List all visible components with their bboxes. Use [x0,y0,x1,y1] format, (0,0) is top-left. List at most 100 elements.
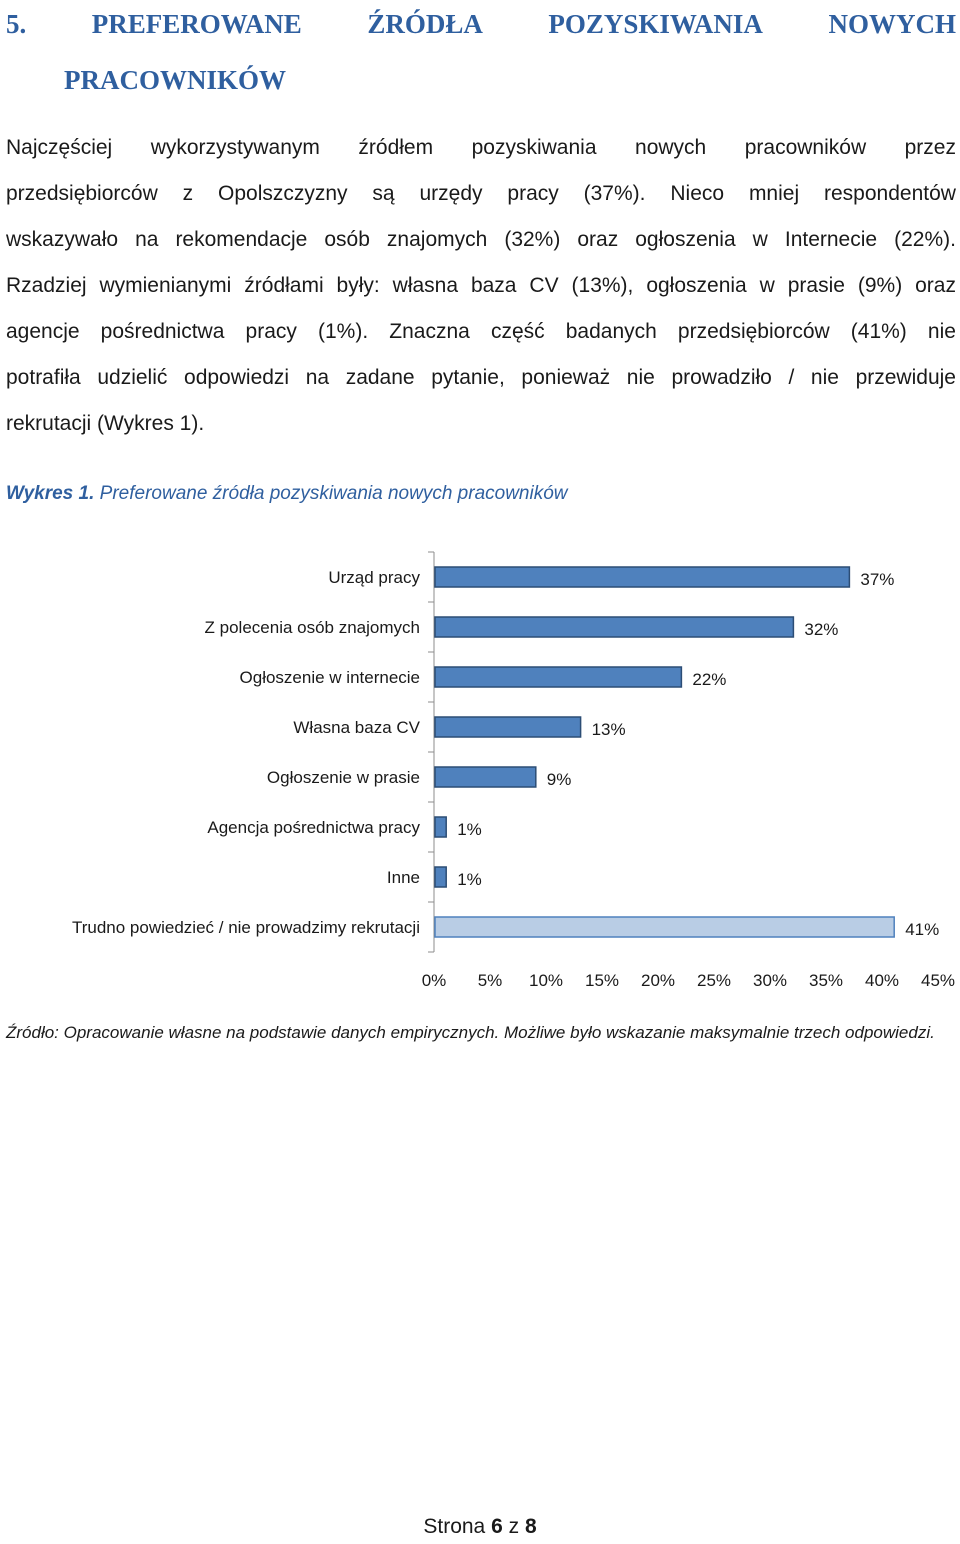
paragraph-word: są [372,182,395,205]
data-label: 9% [547,770,572,789]
figure-caption: Wykres 1. Preferowane źródła pozyskiwani… [6,480,568,508]
paragraph-word: nie [626,366,655,389]
paragraph-word: wskazywało [6,228,119,251]
paragraph-word: rekrutacji (Wykres 1). [6,412,205,435]
bar-chart: Urząd pracy 37% Z polecenia osób znajomych… [72,551,955,990]
paragraph-word: urzędy [419,182,483,205]
paragraph-word: źródłami [244,274,324,297]
bar [434,816,447,838]
paragraph-word: były: [336,274,380,297]
paragraph-word: na [135,228,159,251]
section-heading-line-2: PRACOWNIKÓW [6,54,956,106]
section-number: 5. [6,9,27,39]
page-footer: Strona 6 z 8 [0,1515,960,1539]
heading-word: PRACOWNIKÓW [64,65,286,95]
paragraph-word: CV [529,274,559,297]
paragraph-word: (9%) [857,274,903,297]
x-tick-label: 20% [641,971,675,990]
paragraph-word: nie [927,320,956,343]
paragraph-word: źródłem [358,136,434,159]
heading-word: POZYSKIWANIA [548,9,763,39]
data-label: 1% [457,820,482,839]
paragraph-word: pozyskiwania [471,136,597,159]
heading-word: PREFEROWANE [91,9,302,39]
bar [434,616,795,638]
paragraph-word: oraz [577,228,619,251]
footer-total-pages: 8 [524,1515,537,1538]
source-note: Źródło: Opracowanie własne na podstawie … [6,1023,935,1042]
paragraph-word: agencje [6,320,80,343]
paragraph-word: przez [904,136,956,159]
bar [434,916,895,938]
paragraph-word: pracowników [744,136,867,159]
paragraph-word: część [490,320,545,343]
paragraph-word: udzielić [97,366,168,389]
data-label: 13% [592,720,626,739]
figure-title: Preferowane źródła pozyskiwania nowych p… [99,483,568,504]
category-label: Z polecenia osób znajomych [205,618,420,637]
paragraph-word: pośrednictwa [100,320,225,343]
paragraph-word: przewiduje [855,366,956,389]
x-tick-label: 45% [921,971,955,990]
category-label: Trudno powiedzieć / nie prowadzimy rekru… [72,918,420,937]
paragraph-word: Internecie [784,228,878,251]
category-label: Ogłoszenie w prasie [267,768,420,787]
paragraph-line: przedsiębiorców z Opolszczyzny są urzędy prac… [6,171,956,217]
paragraph-line: agencje pośrednictwa pracy (1%). Znaczna częś… [6,309,956,355]
paragraph-word: prasie [787,274,845,297]
heading-word: NOWYCH [828,9,956,39]
data-label: 37% [860,570,894,589]
section-heading: 5. PREFEROWANE ŹRÓDŁA POZYSKIWANIA NOWYC… [6,2,956,106]
paragraph-word: (37%). [583,182,646,205]
data-label: 1% [457,870,482,889]
bar [434,716,582,738]
x-tick-label: 15% [585,971,619,990]
paragraph-word: baza [470,274,517,297]
paragraph-word: wykorzystywanym [150,136,320,159]
paragraph-word: (1%). [317,320,369,343]
x-tick-label: 0% [422,971,447,990]
category-label: Urząd pracy [328,568,420,587]
figure-label: Wykres 1. [6,483,95,504]
paragraph-word: / [788,366,795,389]
paragraph-word: Opolszczyzny [218,182,348,205]
paragraph-word: na [305,366,330,389]
footer-prefix: Strona [423,1515,486,1538]
paragraph-line: rekrutacji (Wykres 1). [6,401,956,447]
paragraph-word: Rzadziej [6,274,87,297]
category-label: Ogłoszenie w internecie [240,668,420,687]
bar [434,766,537,788]
category-label: Agencja pośrednictwa pracy [207,818,420,837]
x-tick-label: 25% [697,971,731,990]
paragraph-word: w [759,274,775,297]
x-tick-label: 10% [529,971,563,990]
bar [434,666,683,688]
data-label: 22% [692,670,726,689]
paragraph-word: nie [810,366,839,389]
paragraph-word: (32%) [504,228,561,251]
paragraph-word: w [752,228,768,251]
body-paragraph: Najczęściej wykorzystywanym źródłem pozyski… [6,125,956,447]
heading-word: ŹRÓDŁA [367,9,483,39]
paragraph-word: badanych [565,320,657,343]
bar [434,566,851,588]
paragraph-word: ogłoszenia [635,228,736,251]
paragraph-word: nowych [635,136,707,159]
paragraph-word: oraz [915,274,956,297]
paragraph-line: Najczęściej wykorzystywanym źródłem pozyski… [6,125,956,171]
paragraph-word: pracy [245,320,297,343]
paragraph-word: Najczęściej [6,136,113,159]
paragraph-word: Znaczna [389,320,470,343]
category-label: Własna baza CV [293,718,420,737]
x-tick-label: 5% [478,971,503,990]
paragraph-word: odpowiedzi [184,366,290,389]
paragraph-word: Nieco [670,182,725,205]
x-tick-label: 30% [753,971,787,990]
data-label: 32% [804,620,838,639]
paragraph-word: własna [392,274,459,297]
paragraph-word: znajomych [386,228,488,251]
paragraph-word: potrafiła [6,366,81,389]
paragraph-word: (41%) [850,320,907,343]
paragraph-word: ogłoszenia [646,274,747,297]
paragraph-word: pytanie, [431,366,505,389]
